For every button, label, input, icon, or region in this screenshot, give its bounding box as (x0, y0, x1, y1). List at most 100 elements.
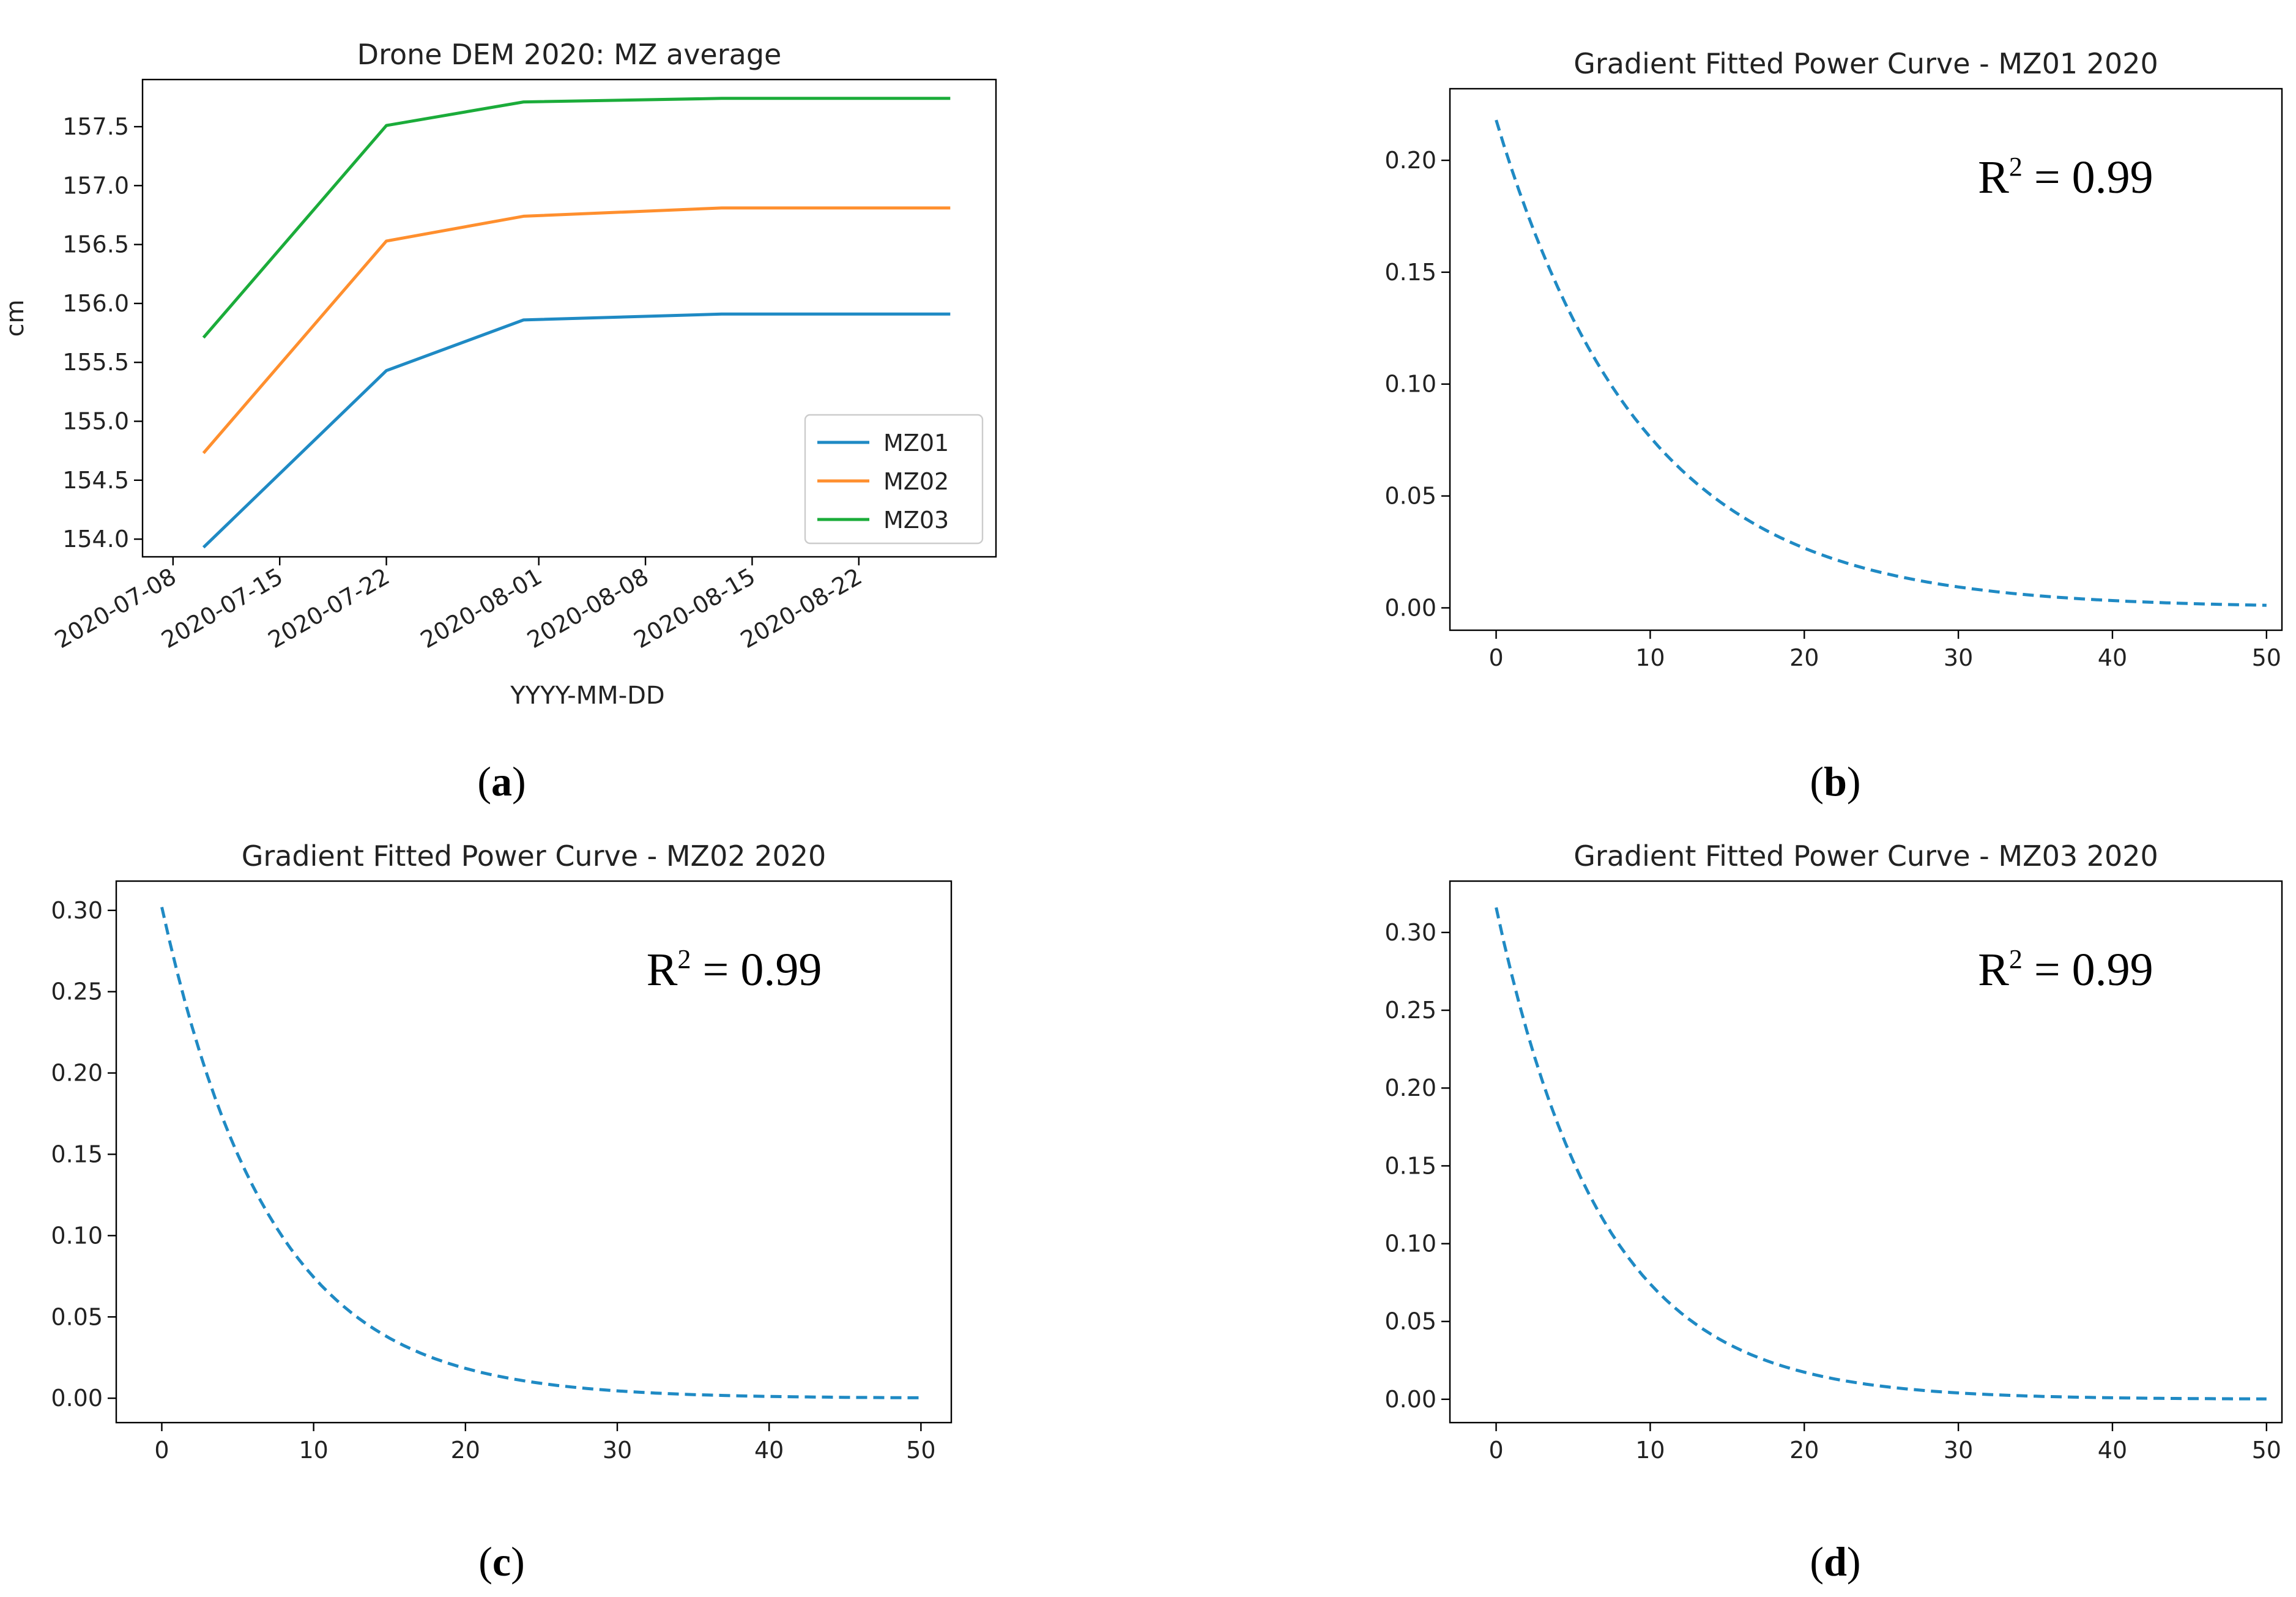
chart-panel-a: Drone DEM 2020: MZ average 154.0 154.5 155.… (1, 38, 997, 805)
caption-close: ) (512, 758, 526, 805)
chart-panel-b: Gradient Fitted Power Curve - MZ01 2020 0… (1384, 47, 2283, 805)
y-tick-label: 0.05 (1384, 483, 1436, 510)
caption-close: ) (511, 1538, 525, 1585)
x-tick-label: 50 (2252, 644, 2281, 671)
y-tick-label: 157.0 (62, 172, 129, 199)
chart-title: Gradient Fitted Power Curve - MZ01 2020 (1573, 47, 2158, 80)
r-squared-base: R (647, 944, 678, 996)
fitted-curve-line (160, 906, 921, 1399)
chart-panel-c: Gradient Fitted Power Curve - MZ02 2020 0… (51, 839, 953, 1585)
chart-title: Drone DEM 2020: MZ average (357, 38, 782, 71)
x-tick-label: 40 (754, 1437, 784, 1464)
caption-letter: d (1824, 1538, 1847, 1585)
y-tick-label: 155.5 (62, 349, 129, 376)
r-squared-value: = 0.99 (2023, 152, 2153, 203)
y-tick-label: 155.0 (62, 408, 129, 435)
y-tick-label: 156.5 (62, 231, 129, 258)
caption-open: ( (478, 1538, 492, 1585)
y-tick-label: 0.20 (1384, 1074, 1436, 1101)
y-tick-label: 156.0 (62, 290, 129, 317)
x-tick-label: 10 (299, 1437, 328, 1464)
x-tick-label: 2020-08-22 (736, 563, 866, 654)
r-squared-superscript: 2 (2009, 944, 2023, 974)
plot-area-frame (1449, 880, 2283, 1424)
x-tick-label: 2020-08-08 (522, 563, 653, 654)
y-tick-label: 0.30 (1384, 919, 1436, 946)
x-tick-label: 10 (1635, 1437, 1665, 1464)
r-squared-annotation: R2 = 0.99 (1978, 944, 2153, 996)
y-tick-label: 0.10 (1384, 1230, 1436, 1257)
caption-open: ( (477, 758, 491, 805)
x-tick-label: 0 (1488, 1437, 1503, 1464)
chart-title: Gradient Fitted Power Curve - MZ03 2020 (1573, 839, 2158, 873)
r-squared-superscript: 2 (2009, 152, 2023, 182)
y-tick-label: 0.20 (51, 1060, 103, 1087)
x-tick-label: 2020-07-22 (264, 563, 394, 654)
plot-area-frame (115, 880, 953, 1424)
caption-close: ) (1847, 758, 1861, 805)
y-tick-label: 154.5 (62, 467, 129, 494)
legend-label: MZ03 (883, 507, 949, 534)
caption-letter: c (492, 1538, 511, 1585)
caption-letter: b (1824, 758, 1847, 805)
r-squared-value: = 0.99 (2023, 944, 2153, 996)
series-line-mz02 (202, 206, 951, 455)
r-squared-value: = 0.99 (691, 944, 822, 996)
x-tick-label: 20 (451, 1437, 480, 1464)
legend: MZ01 MZ02 MZ03 (804, 414, 984, 545)
x-tick-label: 2020-07-15 (157, 563, 287, 654)
caption-c: (c) (478, 1538, 525, 1585)
y-tick-label: 0.15 (51, 1141, 103, 1167)
x-tick-label: 2020-08-15 (630, 563, 760, 654)
caption-a: (a) (477, 758, 526, 805)
legend-label: MZ02 (883, 468, 949, 495)
series-line-mz03 (202, 97, 951, 339)
fitted-curve-line (1495, 907, 2267, 1401)
y-tick-label: 154.0 (62, 526, 129, 553)
caption-close: ) (1847, 1538, 1861, 1585)
x-tick-label: 20 (1789, 1437, 1819, 1464)
x-tick-label: 40 (2098, 644, 2127, 671)
y-tick-label: 0.15 (1384, 1152, 1436, 1179)
r-squared-base: R (1978, 152, 2009, 203)
legend-frame (804, 414, 984, 545)
x-tick-label: 50 (2252, 1437, 2281, 1464)
y-tick-label: 0.00 (1384, 594, 1436, 621)
fitted-curve-line (1495, 119, 2267, 607)
x-tick-label: 2020-07-08 (50, 563, 180, 654)
y-tick-label: 0.10 (51, 1222, 103, 1249)
x-axis-label: YYYY-MM-DD (510, 682, 664, 710)
chart-title: Gradient Fitted Power Curve - MZ02 2020 (242, 839, 827, 873)
caption-d: (d) (1810, 1538, 1860, 1585)
y-tick-label: 0.25 (1384, 997, 1436, 1024)
y-tick-label: 0.25 (51, 978, 103, 1005)
r-squared-annotation: R2 = 0.99 (647, 944, 822, 996)
legend-label: MZ01 (883, 430, 949, 456)
caption-open: ( (1810, 758, 1824, 805)
y-tick-label: 0.20 (1384, 147, 1436, 174)
plot-area-frame (141, 78, 997, 558)
x-tick-label: 0 (154, 1437, 169, 1464)
series-line-mz01 (202, 312, 951, 549)
x-tick-label: 40 (2098, 1437, 2127, 1464)
caption-b: (b) (1810, 758, 1860, 805)
x-tick-label: 30 (1944, 644, 1973, 671)
r-squared-superscript: 2 (678, 944, 691, 974)
x-tick-label: 50 (906, 1437, 935, 1464)
y-tick-label: 0.05 (51, 1303, 103, 1330)
r-squared-base: R (1978, 944, 2009, 996)
y-tick-label: 0.10 (1384, 371, 1436, 398)
caption-open: ( (1810, 1538, 1824, 1585)
r-squared-annotation: R2 = 0.99 (1978, 152, 2153, 203)
y-tick-label: 0.00 (1384, 1386, 1436, 1413)
x-tick-label: 0 (1488, 644, 1503, 671)
x-tick-label: 20 (1789, 644, 1819, 671)
x-tick-label: 10 (1635, 644, 1665, 671)
chart-panel-d: Gradient Fitted Power Curve - MZ03 2020 0… (1384, 839, 2283, 1585)
y-tick-label: 0.05 (1384, 1308, 1436, 1335)
y-tick-label: 0.30 (51, 897, 103, 924)
plot-area-frame (1449, 87, 2283, 631)
y-axis-label: cm (1, 300, 29, 337)
y-tick-label: 0.00 (51, 1385, 103, 1412)
x-tick-label: 30 (1944, 1437, 1973, 1464)
